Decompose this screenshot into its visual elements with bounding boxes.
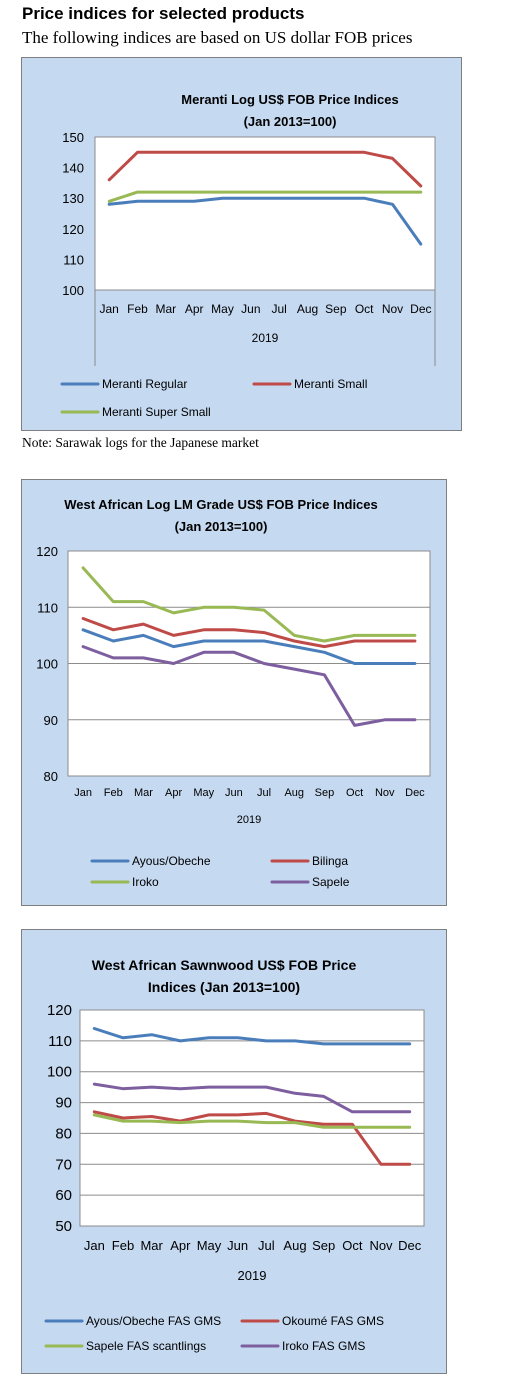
y-tick-label: 80	[44, 769, 58, 784]
x-tick-label: Jun	[241, 302, 260, 316]
series-line-4	[81, 645, 417, 727]
x-tick-label: Jun	[225, 787, 243, 799]
series-line-4	[92, 1082, 412, 1114]
chart-title: West African Sawnwood US$ FOB Price	[92, 957, 357, 973]
legend-label: Iroko FAS GMS	[282, 1339, 365, 1353]
chart-subtitle: (Jan 2013=100)	[175, 519, 268, 534]
series-line-2	[81, 617, 417, 649]
legend-label: Sapele FAS scantlings	[86, 1339, 206, 1353]
x-tick-label: Jan	[99, 302, 118, 316]
y-tick-label: 100	[62, 283, 84, 298]
legend-label: Iroko	[132, 875, 159, 889]
x-tick-label: May	[211, 302, 234, 316]
y-tick-label: 130	[62, 191, 84, 206]
legend-label: Ayous/Obeche FAS GMS	[86, 1314, 221, 1328]
chart-title: Meranti Log US$ FOB Price Indices	[181, 92, 398, 107]
y-tick-label: 120	[36, 544, 58, 559]
series-line-1	[107, 196, 423, 246]
x-tick-label: Sep	[315, 787, 335, 799]
x-tick-label: Apr	[185, 302, 204, 316]
series-line-1	[81, 628, 417, 665]
series-line-2	[92, 1110, 412, 1166]
x-tick-label: Nov	[382, 302, 403, 316]
plot-area	[94, 136, 436, 291]
y-tick-label: 140	[62, 161, 84, 176]
x-tick-label: Jan	[84, 1238, 105, 1253]
x-tick-label: Aug	[297, 302, 318, 316]
chart-subtitle: (Jan 2013=100)	[244, 114, 337, 129]
page-title: Price indices for selected products	[22, 4, 305, 23]
chart-subtitle: Indices (Jan 2013=100)	[148, 979, 300, 995]
x-tick-label: Jul	[257, 787, 271, 799]
x-tick-label: Feb	[112, 1238, 134, 1253]
x-tick-label: Sep	[325, 302, 347, 316]
y-tick-label: 90	[55, 1095, 72, 1112]
legend-label: Okoumé FAS GMS	[282, 1314, 384, 1328]
series-line-3	[81, 566, 417, 643]
y-tick-label: 120	[47, 1002, 72, 1019]
x-tick-label: Feb	[104, 787, 123, 799]
page-subtitle: The following indices are based on US do…	[22, 28, 413, 47]
legend-label: Ayous/Obeche	[132, 854, 211, 868]
x-tick-label: Nov	[375, 787, 395, 799]
y-tick-label: 100	[47, 1064, 72, 1081]
x-tick-label: Jun	[227, 1238, 248, 1253]
y-tick-label: 120	[62, 222, 84, 237]
x-tick-label: Dec	[405, 787, 425, 799]
x-tick-label: Mar	[155, 302, 176, 316]
x-tick-label: Feb	[127, 302, 148, 316]
x-tick-label: Oct	[342, 1238, 363, 1253]
x-tick-label: Dec	[398, 1238, 422, 1253]
x-tick-label: Aug	[283, 1238, 306, 1253]
x-axis-label: 2019	[237, 814, 261, 826]
x-tick-label: Mar	[134, 787, 153, 799]
west-african-sawnwood-chart: West African Sawnwood US$ FOB Price Indic…	[44, 957, 425, 1353]
x-tick-label: Dec	[410, 302, 431, 316]
chart-panel-wa-sawnwood: West African Sawnwood US$ FOB Price Indic…	[21, 929, 447, 1374]
x-tick-label: May	[193, 787, 214, 799]
legend-label: Meranti Super Small	[102, 405, 211, 419]
series-line-3	[107, 190, 423, 203]
y-tick-label: 110	[48, 1033, 72, 1050]
west-african-log-chart: West African Log LM Grade US$ FOB Price …	[36, 497, 431, 889]
x-tick-label: May	[197, 1238, 222, 1253]
legend-label: Meranti Small	[294, 377, 367, 391]
y-tick-label: 90	[44, 713, 58, 728]
x-tick-label: Jul	[271, 302, 286, 316]
chart-note: Note: Sarawak logs for the Japanese mark…	[22, 435, 259, 450]
y-tick-label: 50	[55, 1218, 72, 1235]
legend-label: Meranti Regular	[102, 377, 187, 391]
y-tick-label: 110	[63, 252, 84, 267]
x-tick-label: Oct	[355, 302, 374, 316]
x-tick-label: Jan	[74, 787, 92, 799]
legend-label: Sapele	[312, 875, 350, 889]
series-line-2	[107, 150, 423, 188]
meranti-log-chart: Meranti Log US$ FOB Price Indices (Jan 20…	[60, 92, 436, 419]
x-tick-label: Apr	[165, 787, 182, 799]
y-tick-label: 60	[55, 1187, 72, 1204]
series-line-1	[92, 1027, 412, 1046]
chart-panel-meranti: Meranti Log US$ FOB Price Indices (Jan 20…	[21, 57, 462, 431]
x-tick-label: Apr	[170, 1238, 191, 1253]
x-tick-label: Nov	[369, 1238, 393, 1253]
chart-panel-wa-log: West African Log LM Grade US$ FOB Price …	[21, 479, 447, 906]
x-tick-label: Mar	[140, 1238, 163, 1253]
y-tick-label: 110	[37, 600, 58, 615]
x-tick-label: Jul	[258, 1238, 275, 1253]
y-tick-label: 70	[55, 1156, 72, 1173]
y-tick-label: 100	[36, 657, 58, 672]
series-line-3	[92, 1113, 412, 1129]
x-axis-label: 2019	[238, 1268, 267, 1283]
x-tick-label: Oct	[346, 787, 363, 799]
chart-title: West African Log LM Grade US$ FOB Price …	[64, 497, 378, 512]
x-axis-label: 2019	[252, 331, 279, 345]
y-tick-label: 80	[55, 1125, 72, 1142]
legend-label: Bilinga	[312, 854, 348, 868]
x-tick-label: Sep	[312, 1238, 335, 1253]
x-tick-label: Aug	[284, 787, 304, 799]
y-tick-label: 150	[62, 130, 84, 145]
